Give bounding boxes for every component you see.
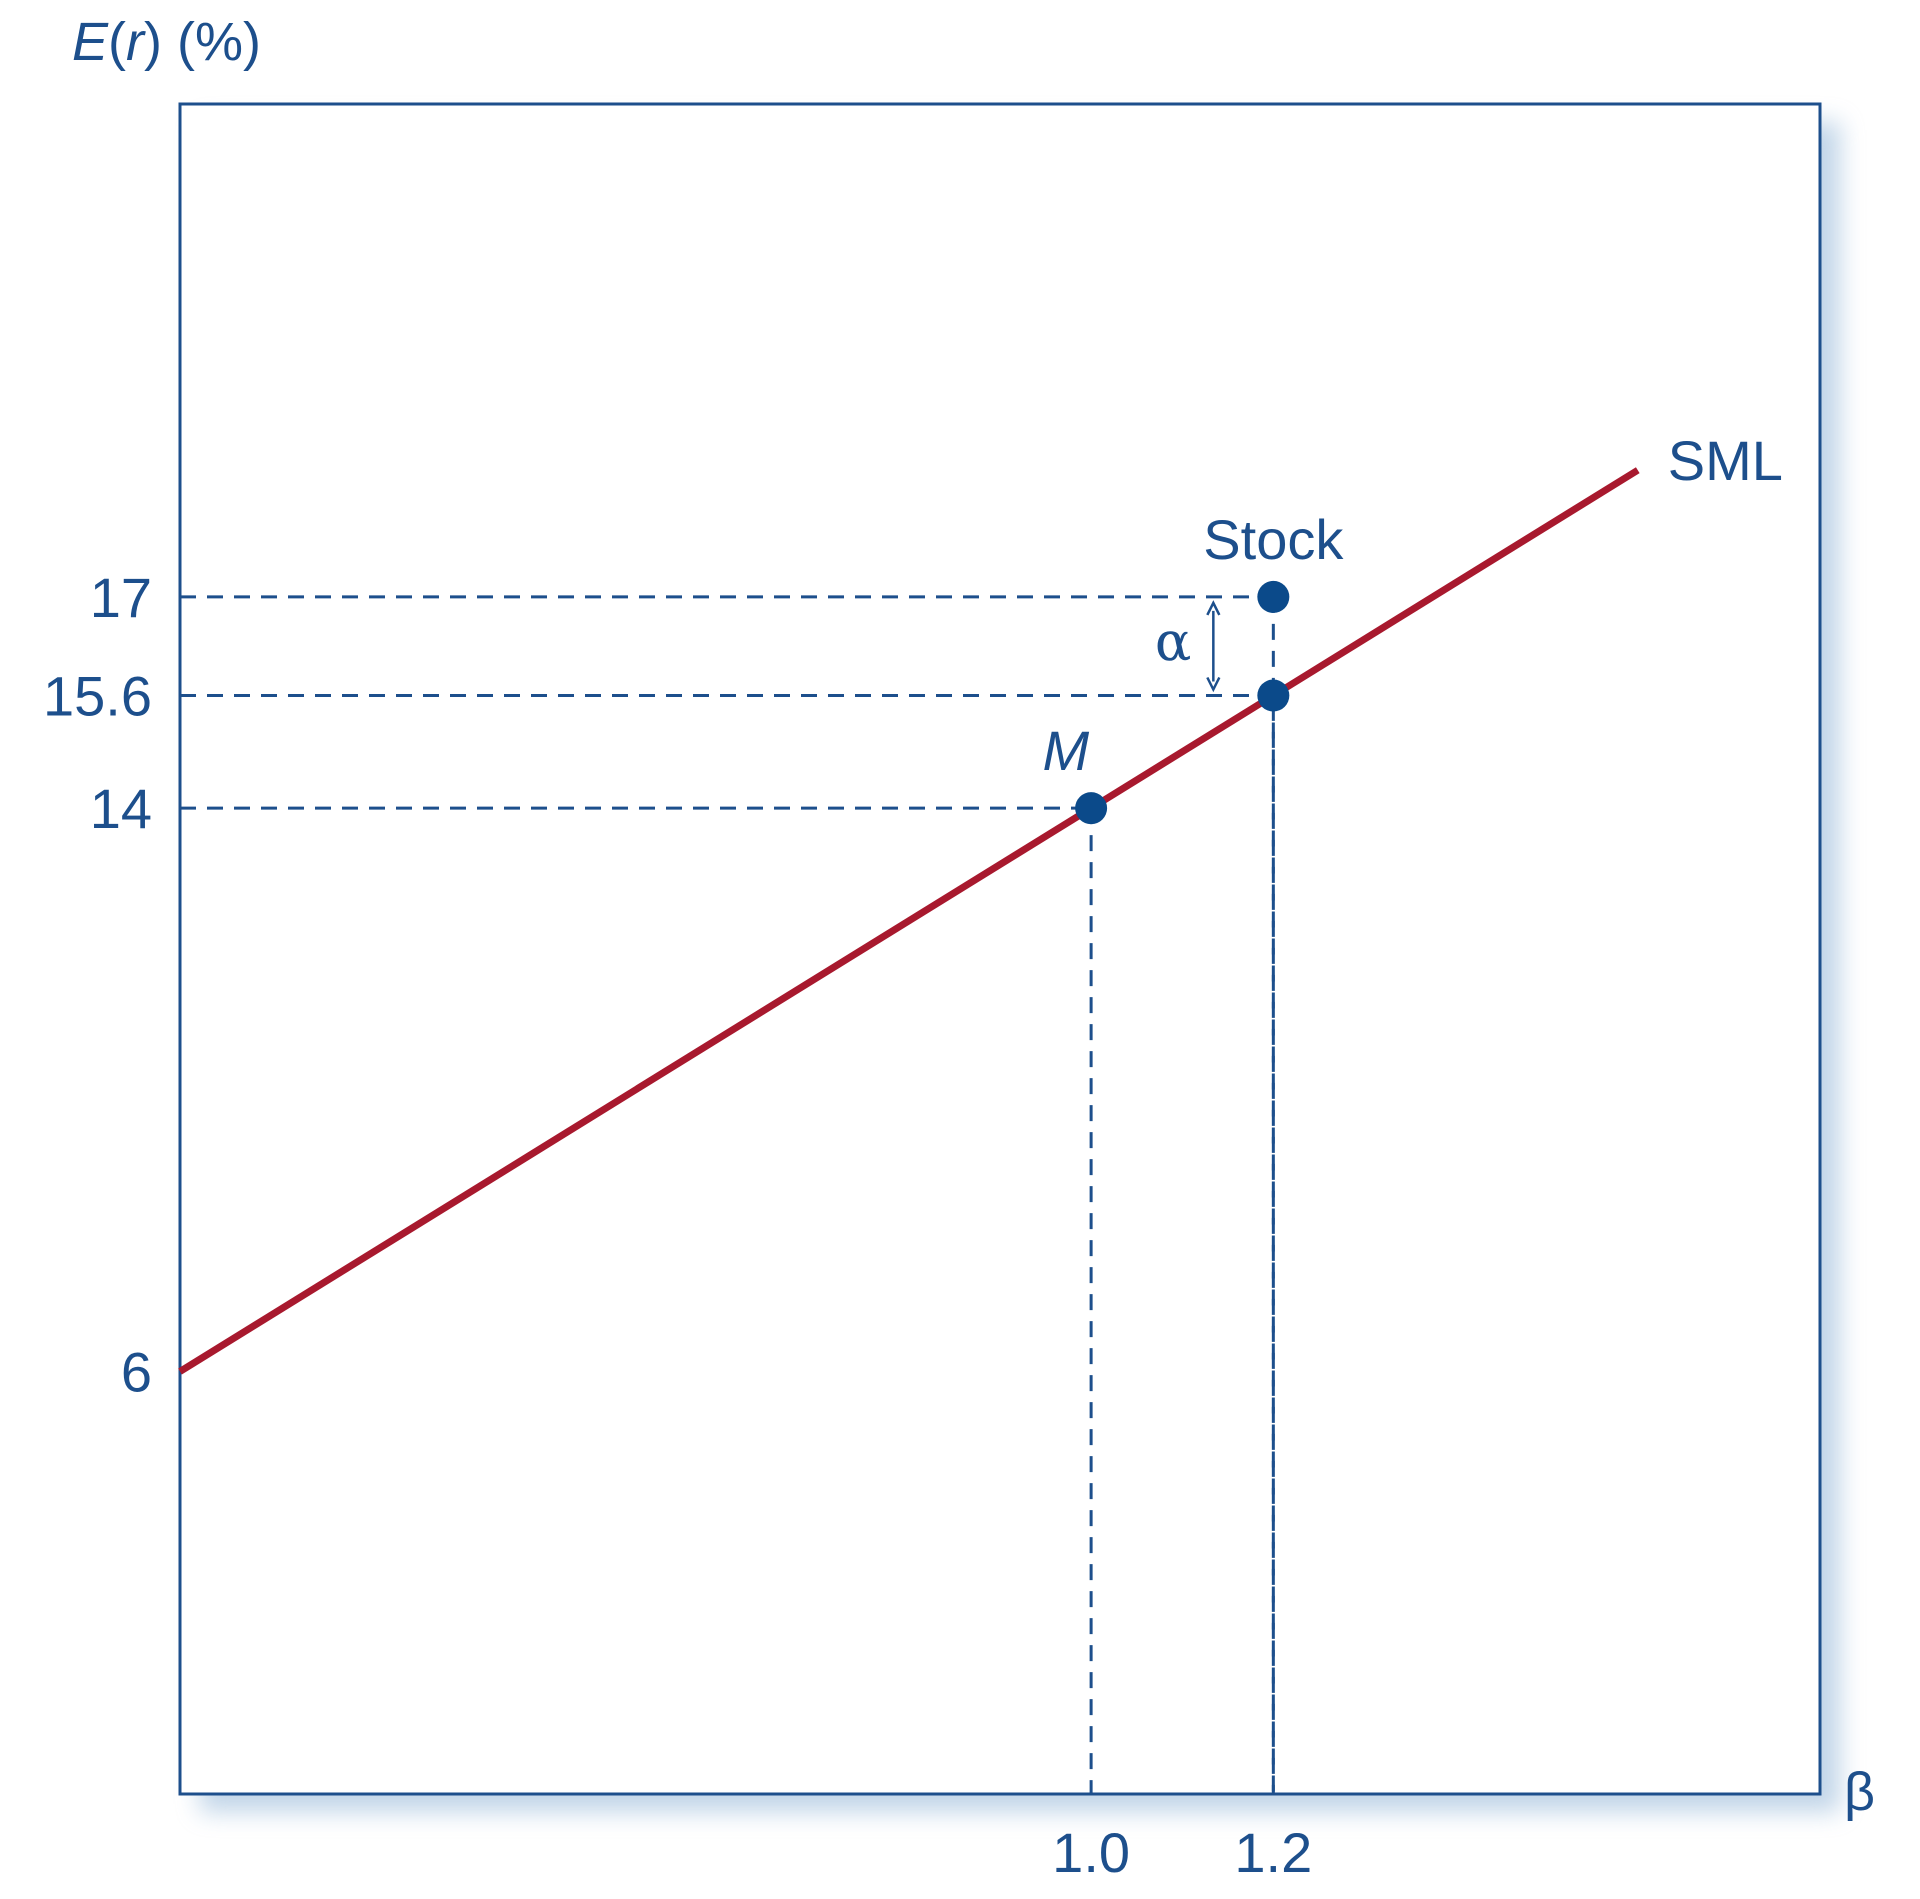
y-tick-label: 15.6	[43, 665, 152, 728]
x-tick-label: 1.2	[1234, 1821, 1312, 1884]
y-tick-labels: 6 14 15.6 17	[43, 566, 152, 1404]
y-tick-label: 14	[90, 777, 152, 840]
x-tick-label: 1.0	[1052, 1821, 1130, 1884]
alpha-annotation: α	[1155, 600, 1221, 693]
alpha-arrow-head-bottom	[1206, 676, 1221, 693]
sml-series-label: SML	[1668, 429, 1783, 492]
y-tick-label: 6	[121, 1341, 152, 1404]
alpha-label: α	[1155, 610, 1191, 673]
point-marker	[1257, 580, 1290, 613]
point-label: M	[1042, 719, 1089, 782]
sml-series-line	[178, 467, 1640, 1375]
point-marker	[1075, 792, 1108, 825]
y-axis-label: E(r) (%)	[72, 12, 261, 72]
plot-frame	[178, 102, 1822, 1796]
y-tick-label: 17	[90, 566, 152, 629]
point-marker	[1257, 679, 1290, 712]
point-label: Stock	[1203, 508, 1344, 571]
alpha-arrow-head-top	[1206, 600, 1221, 616]
data-points: M Stock	[1042, 508, 1344, 825]
guide-lines	[180, 595, 1275, 1794]
x-axis-label: β	[1844, 1762, 1875, 1822]
x-tick-labels: 1.0 1.2	[1052, 1821, 1312, 1884]
